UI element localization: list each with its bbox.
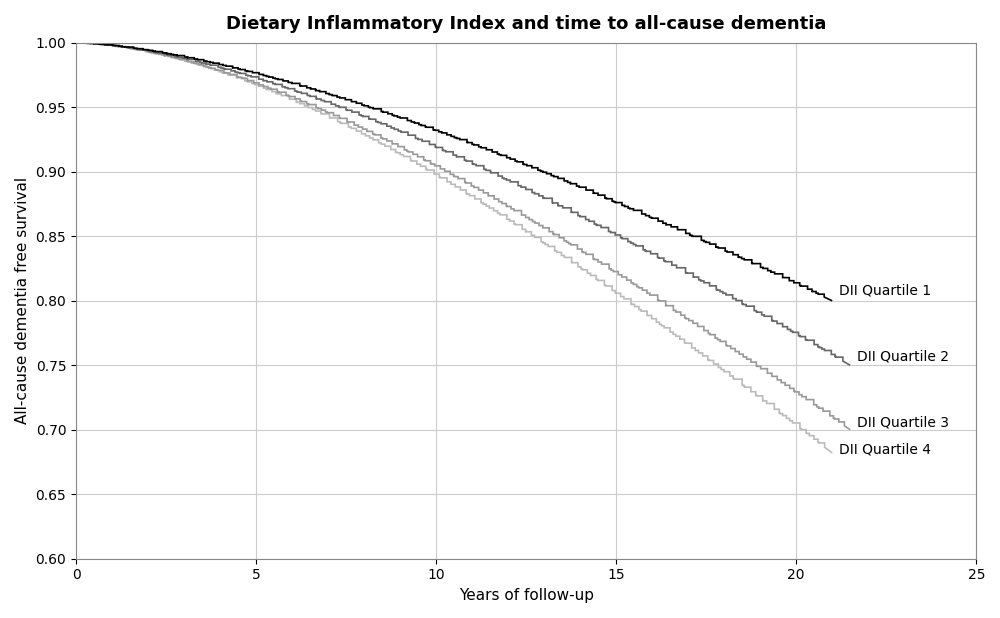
Text: DII Quartile 4: DII Quartile 4 [839, 442, 931, 456]
X-axis label: Years of follow-up: Years of follow-up [459, 588, 594, 603]
Text: DII Quartile 2: DII Quartile 2 [857, 349, 949, 363]
Y-axis label: All-cause dementia free survival: All-cause dementia free survival [15, 177, 30, 425]
Text: DII Quartile 3: DII Quartile 3 [857, 415, 949, 429]
Text: DII Quartile 1: DII Quartile 1 [839, 284, 932, 297]
Title: Dietary Inflammatory Index and time to all-cause dementia: Dietary Inflammatory Index and time to a… [226, 15, 826, 33]
